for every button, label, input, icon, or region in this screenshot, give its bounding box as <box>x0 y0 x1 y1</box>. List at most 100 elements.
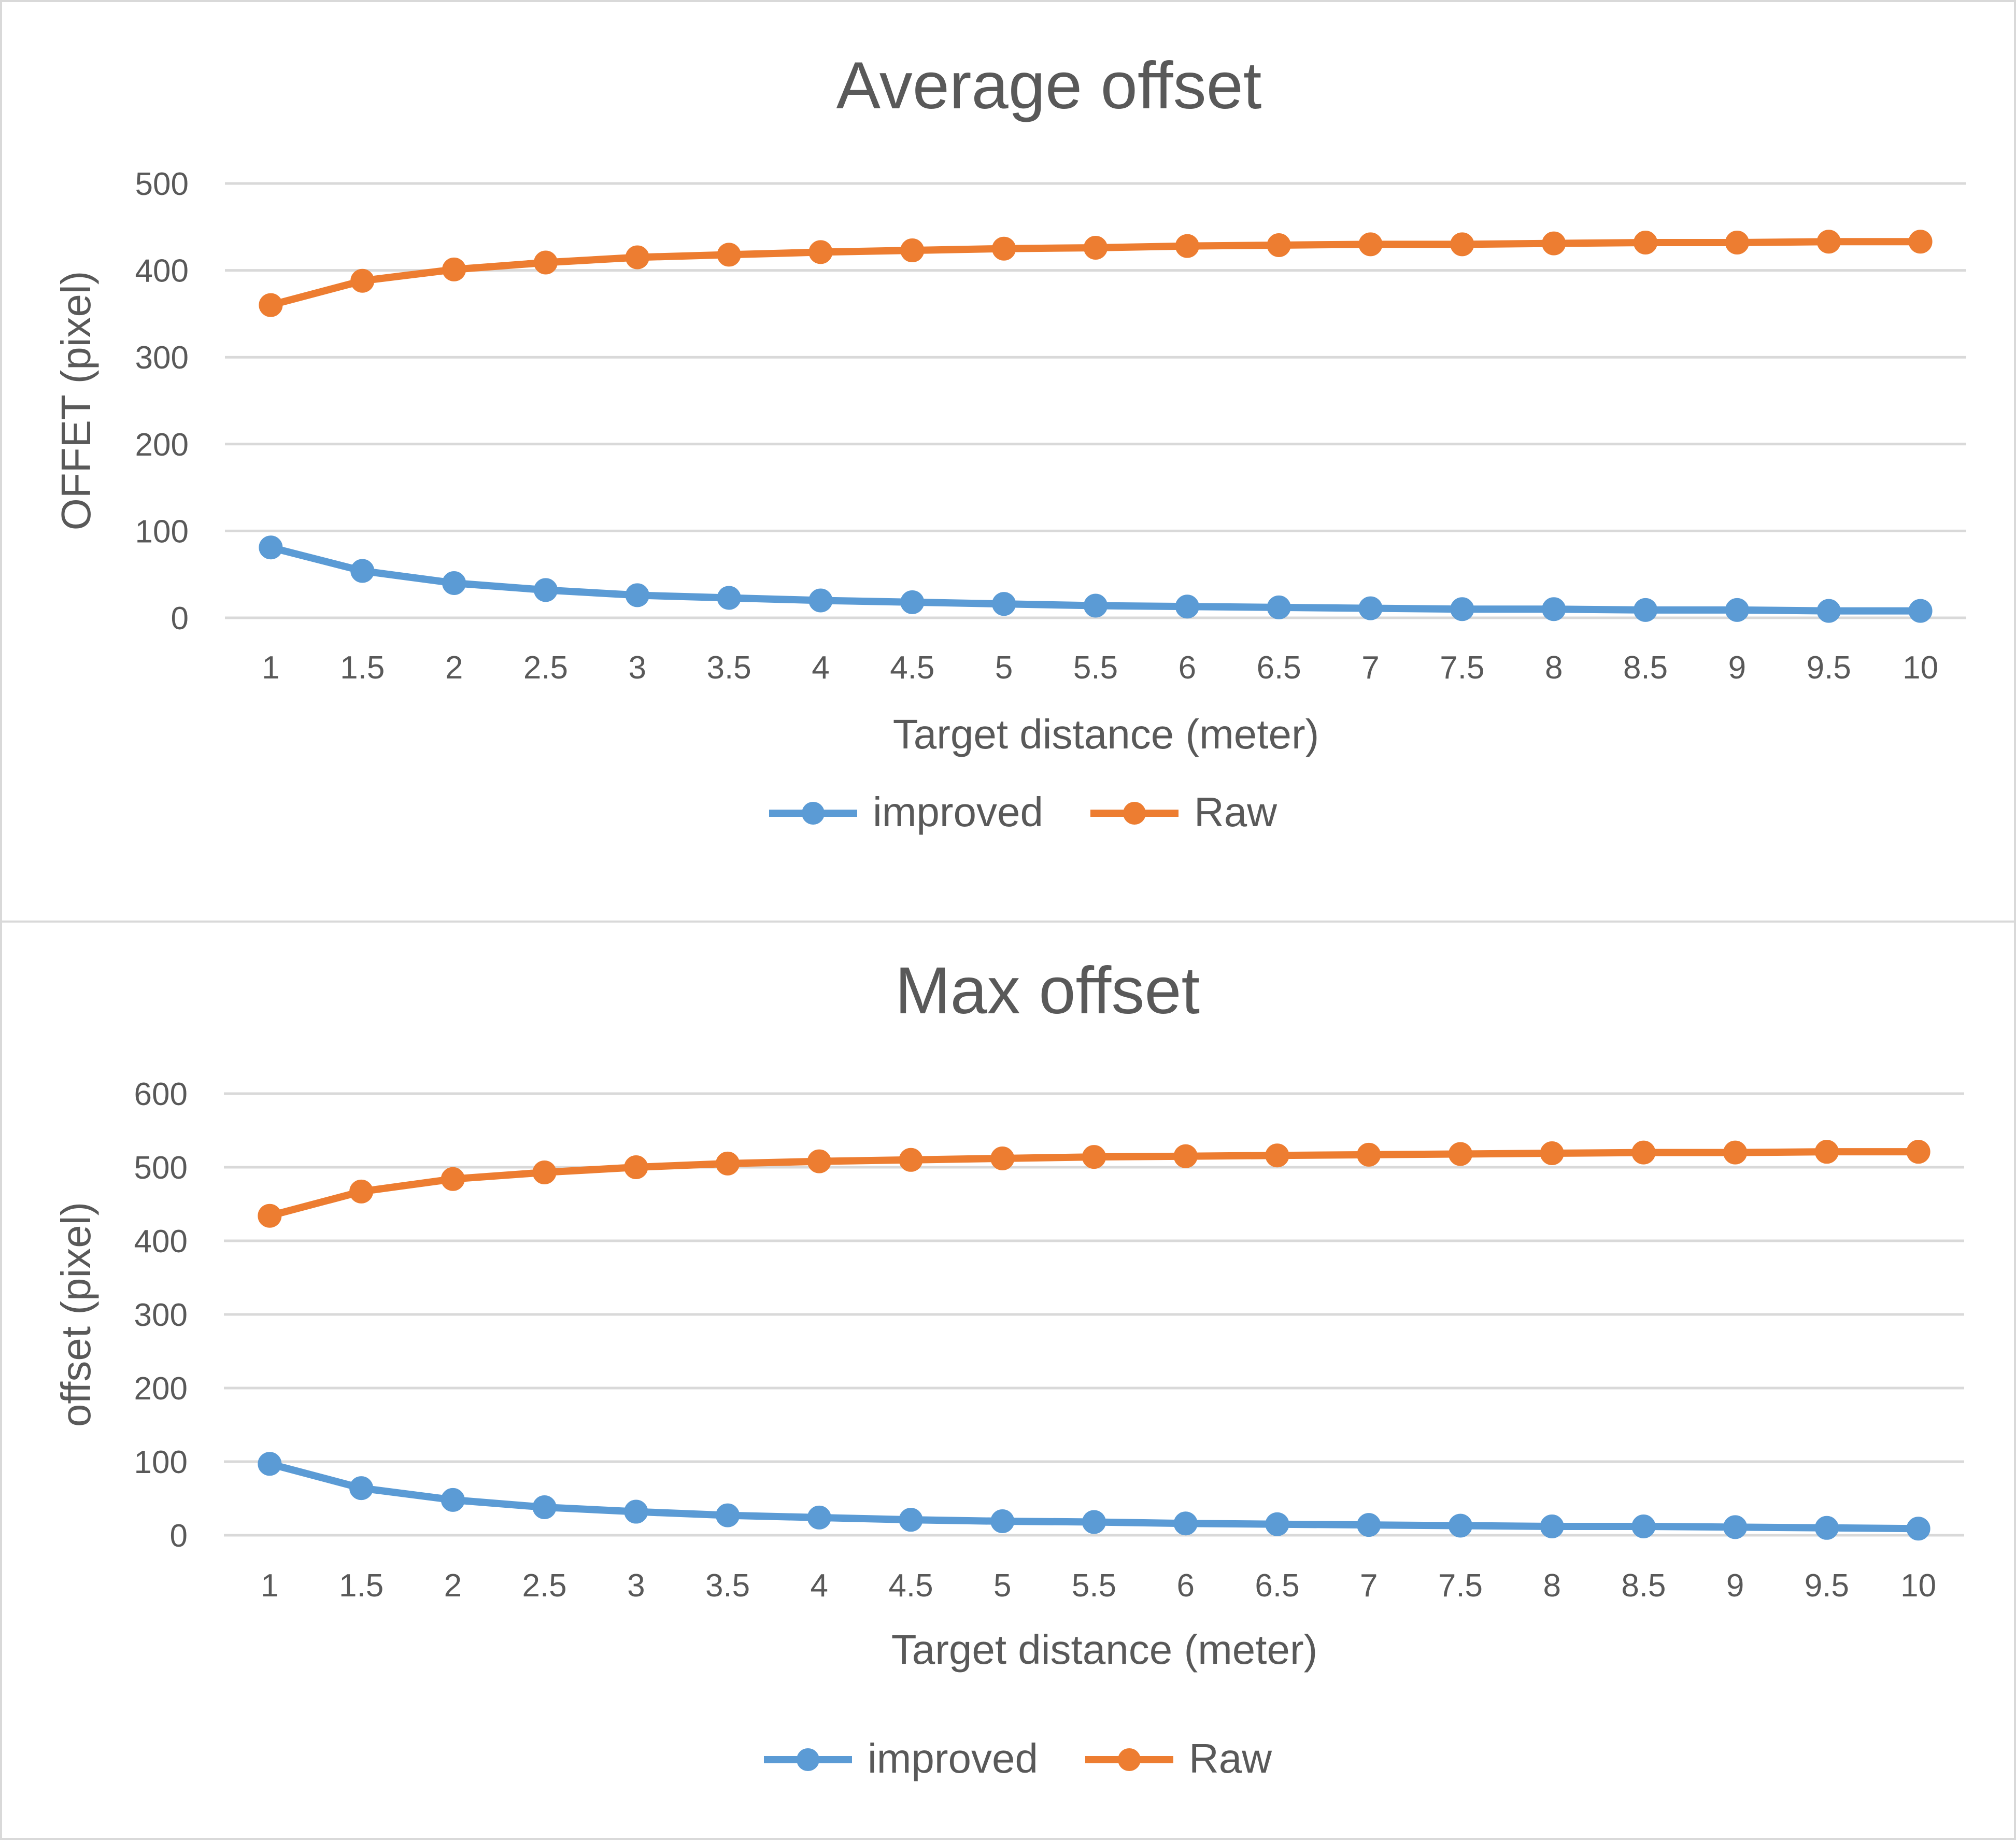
y-tick-label: 600 <box>134 1077 188 1112</box>
data-point-improved <box>259 535 283 560</box>
y-tick-label: 500 <box>134 1150 188 1186</box>
legend-marker <box>1118 1748 1141 1771</box>
data-point-improved <box>990 1509 1015 1534</box>
data-point-raw <box>1908 230 1933 254</box>
x-tick-label: 8.5 <box>1623 650 1668 686</box>
x-tick-label: 3.5 <box>707 650 751 686</box>
x-tick-label: 6 <box>1176 1568 1194 1604</box>
x-tick-label: 7.5 <box>1440 650 1484 686</box>
data-point-raw <box>900 238 925 263</box>
data-point-raw <box>807 1149 831 1173</box>
y-tick-label: 300 <box>134 1297 188 1333</box>
data-point-improved <box>1542 597 1566 621</box>
x-tick-label: 6 <box>1179 650 1196 686</box>
data-point-improved <box>1265 1512 1289 1536</box>
x-tick-label: 7 <box>1360 1568 1378 1604</box>
x-tick-label: 7 <box>1361 650 1379 686</box>
y-tick-label: 200 <box>134 1371 188 1407</box>
x-tick-label: 5.5 <box>1072 1568 1116 1604</box>
data-point-improved <box>1448 1513 1472 1538</box>
data-point-raw <box>1631 1140 1656 1165</box>
data-point-improved <box>1450 597 1474 621</box>
y-axis-label: OFFET (pixel) <box>53 271 99 531</box>
data-point-raw <box>899 1148 923 1172</box>
legend-marker <box>1123 802 1146 825</box>
legend-item-improved: improved <box>769 789 1043 835</box>
data-point-improved <box>532 1495 557 1520</box>
data-point-raw <box>990 1146 1015 1170</box>
x-tick-label: 5.5 <box>1073 650 1118 686</box>
data-point-raw <box>1450 232 1474 257</box>
data-point-improved <box>1906 1517 1930 1541</box>
data-point-raw <box>1723 1140 1748 1165</box>
data-point-improved <box>1814 1516 1839 1540</box>
data-point-raw <box>1448 1142 1472 1166</box>
x-tick-label: 3 <box>629 650 646 686</box>
legend-label: Raw <box>1194 789 1277 835</box>
x-tick-label: 5 <box>993 1568 1011 1604</box>
y-tick-label: 300 <box>135 340 189 376</box>
y-tick-label: 400 <box>134 1224 188 1259</box>
data-point-improved <box>441 1488 465 1512</box>
x-tick-label: 2 <box>444 1568 462 1604</box>
legend-label: improved <box>873 789 1043 835</box>
data-point-improved <box>1816 599 1841 623</box>
data-point-raw <box>349 1179 374 1204</box>
x-axis-label: Target distance (meter) <box>891 1626 1318 1673</box>
y-tick-label: 100 <box>134 1445 188 1480</box>
data-point-improved <box>1175 595 1199 619</box>
data-point-improved <box>625 583 649 607</box>
data-point-raw <box>350 268 375 293</box>
chart-title: Average offset <box>836 49 1262 123</box>
x-tick-label: 6.5 <box>1257 650 1301 686</box>
data-point-improved <box>1358 596 1383 620</box>
data-point-improved <box>1908 599 1933 623</box>
x-tick-label: 9 <box>1728 650 1746 686</box>
data-point-raw <box>259 293 283 317</box>
data-point-raw <box>716 1151 740 1176</box>
data-point-improved <box>1084 593 1108 618</box>
y-axis-label: offset (pixel) <box>53 1202 99 1427</box>
data-point-raw <box>533 250 558 275</box>
data-point-improved <box>350 559 375 583</box>
data-point-improved <box>1634 598 1658 622</box>
y-tick-label: 100 <box>135 514 189 549</box>
average-offset-chart: Average offset 0 100 200 300 400 500 1 1.5 2 2.5 3 3… <box>53 49 1966 835</box>
data-point-raw <box>992 236 1016 261</box>
data-point-improved <box>1267 595 1291 619</box>
data-point-raw <box>1816 230 1841 254</box>
x-tick-label: 4 <box>811 1568 828 1604</box>
data-point-raw <box>1906 1140 1930 1164</box>
data-point-raw <box>1542 231 1566 256</box>
data-point-raw <box>1725 230 1749 254</box>
legend-marker <box>797 1748 819 1771</box>
x-tick-label: 8.5 <box>1621 1568 1666 1604</box>
data-point-improved <box>258 1452 282 1476</box>
max-offset-chart: Max offset 0 100 200 300 400 500 600 1 1.5 2 2.5 3 3.… <box>53 954 1964 1781</box>
data-point-improved <box>533 578 558 602</box>
data-point-raw <box>1082 1145 1106 1169</box>
data-point-raw <box>624 1155 648 1179</box>
data-point-raw <box>258 1204 282 1228</box>
x-tick-label: 1 <box>262 650 279 686</box>
y-tick-label: 400 <box>135 253 189 289</box>
x-tick-label: 1 <box>261 1568 278 1604</box>
x-tick-label: 2.5 <box>523 650 568 686</box>
x-tick-label: 2 <box>445 650 463 686</box>
data-point-improved <box>349 1476 374 1501</box>
x-tick-label: 9 <box>1726 1568 1744 1604</box>
data-point-improved <box>442 571 466 595</box>
x-axis-label: Target distance (meter) <box>893 711 1319 757</box>
data-point-improved <box>717 586 741 610</box>
x-tick-label: 10 <box>1900 1568 1936 1604</box>
data-point-raw <box>1175 234 1199 258</box>
y-tick-label: 200 <box>135 427 189 463</box>
data-point-raw <box>1084 236 1108 260</box>
x-tick-label: 9.5 <box>1807 650 1851 686</box>
data-point-raw <box>1634 230 1658 254</box>
x-tick-label: 3.5 <box>705 1568 750 1604</box>
chart-panel-max-offset: Max offset 0 100 200 300 400 500 600 1 1.5 2 2.5 3 3.… <box>0 921 2016 1840</box>
data-point-raw <box>1265 1143 1289 1168</box>
legend-item-raw: Raw <box>1085 1735 1272 1781</box>
x-tick-label: 4.5 <box>888 1568 933 1604</box>
